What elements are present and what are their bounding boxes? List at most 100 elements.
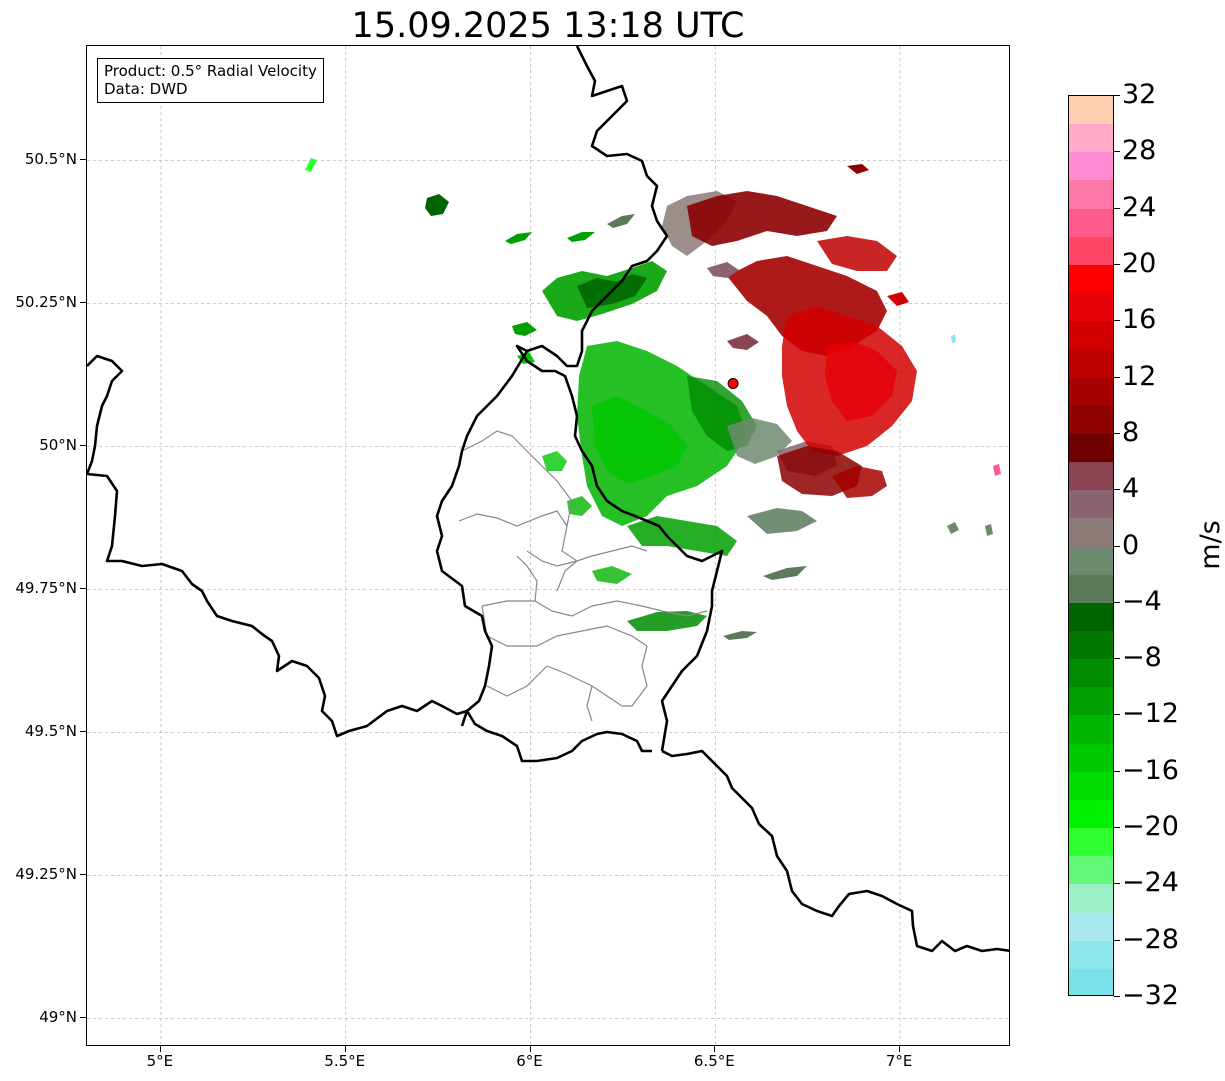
colorbar-band-13 [1069,462,1113,491]
border-belgium-west [87,354,124,475]
x-tick-3 [714,1046,716,1052]
radar-site-marker[interactable] [727,377,739,389]
y-tick-0 [80,159,86,161]
colorbar-tick-label-9: −4 [1122,585,1162,617]
colorbar-tick-12 [1114,770,1120,772]
region-boundaries [458,430,708,722]
colorbar-band-27 [1069,856,1113,885]
colorbar-tick-label-4: 16 [1122,304,1157,336]
colorbar-tick-label-8: 0 [1122,529,1140,561]
colorbar-band-11 [1069,405,1113,435]
y-tick-6 [80,1017,86,1019]
y-tick-3 [80,588,86,590]
map-area[interactable] [86,45,1010,1046]
echo-cluster-zero-center [727,418,792,464]
echo-streak-4 [512,322,537,336]
colorbar-tick-2 [1114,207,1120,209]
velocity-colorbar [1068,95,1114,996]
x-tick-2 [529,1046,531,1052]
echo-streak-9 [723,631,757,640]
x-tick-label-3: 6.5°E [693,1052,735,1070]
x-tick-label-1: 5.5°E [324,1052,366,1070]
y-tick-label-2: 50°N [39,436,77,455]
colorbar-tick-label-1: 28 [1122,135,1157,167]
colorbar-tick-0 [1114,95,1120,96]
y-tick-2 [80,445,86,447]
echo-streak-7 [985,524,993,536]
echo-streak-6 [947,522,959,534]
colorbar-band-30 [1069,940,1113,970]
colorbar-band-22 [1069,715,1113,745]
colorbar-band-12 [1069,433,1113,463]
colorbar-band-2 [1069,152,1113,181]
echo-cluster-west-inbound-2 [567,496,592,516]
colorbar-band-14 [1069,490,1113,519]
colorbar-band-1 [1069,124,1113,153]
radar-map [87,46,1009,1045]
product-label: Product: 0.5° Radial Velocity [104,62,317,80]
x-tick-label-4: 7°E [885,1052,913,1070]
x-tick-4 [899,1046,901,1052]
colorbar-band-26 [1069,828,1113,857]
echo-cluster-southeast-inbound [627,516,737,556]
colorbar-band-17 [1069,574,1113,604]
velocity-echo-outbound [687,164,1001,498]
colorbar-tick-label-7: 4 [1122,473,1140,505]
echo-streak-2 [567,232,595,242]
colorbar-tick-label-14: −24 [1122,867,1179,899]
colorbar-tick-11 [1114,714,1120,716]
colorbar-tick-6 [1114,432,1120,434]
colorbar-tick-13 [1114,827,1120,829]
y-tick-label-0: 50.5°N [24,150,77,169]
colorbar-tick-9 [1114,601,1120,603]
colorbar-band-25 [1069,799,1113,829]
colorbar-band-3 [1069,180,1113,210]
colorbar-band-9 [1069,349,1113,379]
colorbar-band-10 [1069,377,1113,407]
y-tick-label-6: 49°N [39,1008,77,1027]
colorbar-band-23 [1069,743,1113,773]
echo-streak-12 [707,262,739,278]
colorbar-tick-label-12: −16 [1122,754,1179,786]
colorbar-tick-3 [1114,263,1120,265]
x-tick-1 [344,1046,346,1052]
y-tick-5 [80,874,86,876]
echo-cluster-east-outbound-red [825,341,897,421]
echo-cluster-west-inbound [542,451,567,471]
colorbar-tick-label-5: 12 [1122,360,1157,392]
colorbar-band-28 [1069,884,1113,914]
y-tick-4 [80,731,86,733]
colorbar-tick-label-10: −8 [1122,642,1162,674]
border-germany-france [661,749,1009,953]
echo-streak-15 [951,334,956,343]
colorbar-tick-label-16: −32 [1122,980,1179,1011]
colorbar-band-21 [1069,687,1113,716]
graticule [87,46,1009,1045]
colorbar-unit-label: m/s [1195,520,1225,570]
echo-streak-11 [847,164,869,174]
colorbar-band-5 [1069,236,1113,266]
echo-patch-nw [425,194,449,216]
echo-cluster-northeast-outbound [817,236,897,271]
colorbar-tick-14 [1114,883,1120,885]
colorbar-band-8 [1069,321,1113,350]
country-borders [87,46,1009,953]
colorbar-tick-label-0: 32 [1122,79,1157,110]
echo-cluster-central-inbound-bright [592,396,687,484]
colorbar-tick-label-13: −20 [1122,811,1179,843]
colorbar-tick-label-2: 24 [1122,191,1157,223]
colorbar-tick-5 [1114,376,1120,378]
y-tick-label-3: 49.75°N [15,579,77,598]
colorbar-tick-15 [1114,939,1120,941]
x-tick-label-0: 5°E [146,1052,174,1070]
velocity-echo-inbound [305,158,757,631]
colorbar-tick-label-6: 8 [1122,416,1140,448]
echo-cluster-southwest-inbound [592,566,632,584]
colorbar-band-31 [1069,968,1113,995]
colorbar-band-7 [1069,293,1113,322]
colorbar-band-19 [1069,630,1113,660]
colorbar-tick-16 [1114,996,1120,997]
x-tick-0 [159,1046,161,1052]
colorbar-tick-7 [1114,489,1120,491]
echo-streak-3 [607,214,635,228]
